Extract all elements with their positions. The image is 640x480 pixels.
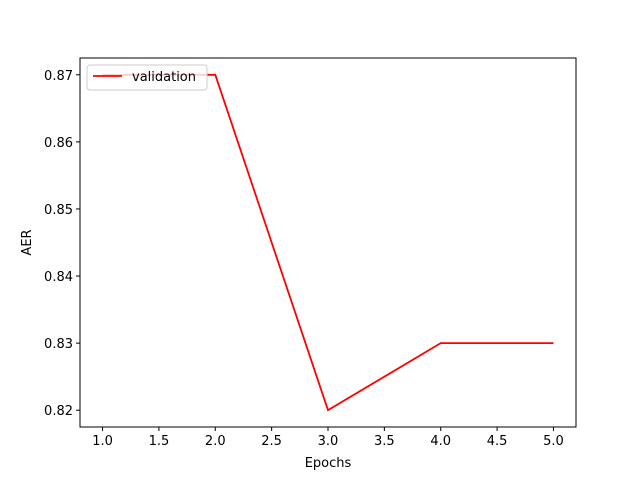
y-tick-label: 0.82 [44,404,73,419]
x-tick-label: 4.5 [487,434,508,449]
legend-frame [86,64,208,91]
x-tick-label: 1.0 [92,434,113,449]
x-tick-label: 5.0 [543,434,564,449]
y-tick-label: 0.86 [44,136,73,151]
x-tick-label: 2.5 [261,434,282,449]
x-tick-label: 3.5 [374,434,395,449]
x-tick-label: 2.0 [205,434,226,449]
y-axis-ticks: 0.82 0.83 0.84 0.85 0.86 0.87 [44,69,80,419]
y-tick-label: 0.83 [44,337,73,352]
y-axis-title: AER [20,229,35,255]
legend: validation [86,64,208,91]
x-tick-label: 3.0 [318,434,339,449]
x-axis-ticks: 1.0 1.5 2.0 2.5 3.0 3.5 4.0 4.5 5.0 [92,427,564,449]
x-tick-label: 1.5 [149,434,170,449]
y-tick-label: 0.87 [44,69,73,84]
plot-area [80,58,576,427]
plot-frame [79,57,577,428]
x-axis-title: Epochs [305,456,352,471]
legend-label-validation: validation [132,70,196,85]
y-tick-label: 0.84 [44,270,73,285]
x-tick-label: 4.0 [430,434,451,449]
y-tick-label: 0.85 [44,203,73,218]
